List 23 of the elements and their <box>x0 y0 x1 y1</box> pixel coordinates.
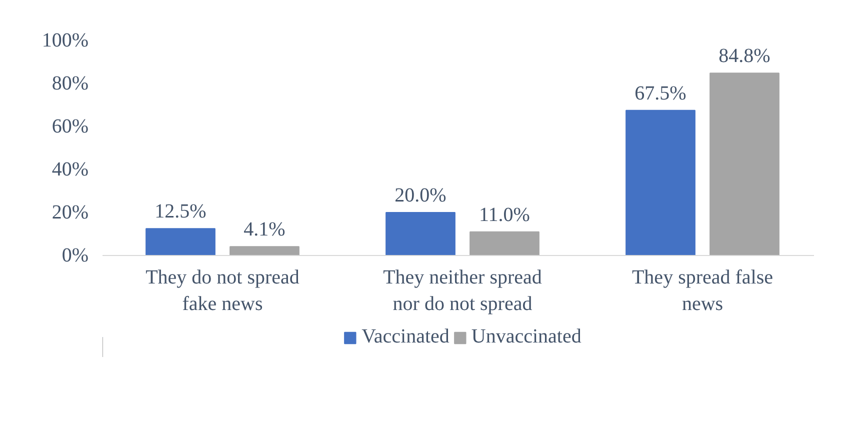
bar <box>230 246 300 256</box>
legend-label: Vaccinated <box>362 326 450 348</box>
bar <box>146 228 216 256</box>
y-tick-label: 0% <box>62 244 89 266</box>
data-label: 84.8% <box>718 45 770 68</box>
legend-label: Unvaccinated <box>471 326 582 348</box>
x-tick-label: They neither spread nor do not spread <box>383 266 542 315</box>
y-tick-label: 80% <box>52 72 89 94</box>
data-label: 20.0% <box>394 184 446 206</box>
x-tick-label: They spread false news <box>632 266 774 315</box>
y-tick-label: 60% <box>52 116 89 138</box>
data-label: 12.5% <box>154 200 206 223</box>
y-tick-label: 40% <box>52 158 89 180</box>
x-tick-label: They do not spread fake news <box>146 266 300 315</box>
y-tick-label: 100% <box>42 30 89 52</box>
data-label: 11.0% <box>479 204 530 226</box>
bar <box>470 231 540 256</box>
data-label: 67.5% <box>634 82 686 104</box>
bar <box>710 72 780 256</box>
bar <box>626 110 696 256</box>
bar <box>386 212 456 256</box>
data-label: 4.1% <box>244 218 286 241</box>
y-tick-label: 20% <box>52 202 89 224</box>
